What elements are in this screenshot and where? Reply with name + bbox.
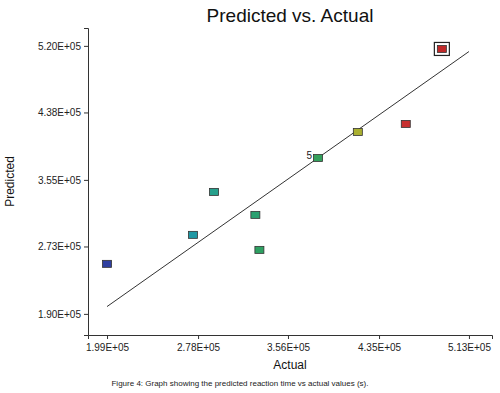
plot: 1.99E+05 2.78E+05 3.56E+05 4.35E+05 5.13E+05… xyxy=(38,29,493,354)
x-tick-mark xyxy=(469,335,470,339)
x-tick-mark xyxy=(198,335,199,339)
y-tick: 4.38E+05 xyxy=(38,107,88,118)
x-axis-line xyxy=(89,336,493,340)
y-tick-label: 5.20E+05 xyxy=(38,41,82,52)
x-tick-label: 2.78E+05 xyxy=(177,342,221,353)
data-area xyxy=(103,42,469,306)
y-tick-label: 1.90E+05 xyxy=(38,309,82,320)
x-tick-mark xyxy=(379,335,380,339)
x-tick-label: 1.99E+05 xyxy=(86,342,130,353)
x-tick: 1.99E+05 xyxy=(86,335,130,353)
y-axis: 1.90E+05 2.73E+05 3.55E+05 4.38E+05 5.20E+05 xyxy=(38,29,89,336)
point-annotation: 5 xyxy=(306,150,312,161)
y-tick-mark xyxy=(84,112,88,113)
point xyxy=(103,260,112,267)
y-tick-label: 4.38E+05 xyxy=(38,107,82,118)
x-tick: 3.56E+05 xyxy=(267,335,311,353)
point xyxy=(251,211,260,218)
point xyxy=(255,246,264,253)
point xyxy=(209,188,218,195)
y-tick-mark xyxy=(84,314,88,315)
point xyxy=(353,128,362,135)
x-tick-mark xyxy=(288,335,289,339)
x-tick-label: 5.13E+05 xyxy=(448,342,492,353)
y-tick-mark xyxy=(84,246,88,247)
x-tick: 4.35E+05 xyxy=(358,335,402,353)
y-tick-label: 3.55E+05 xyxy=(38,175,82,186)
caption: Figure 4: Graph showing the predicted re… xyxy=(111,379,368,388)
y-axis-title: Predicted xyxy=(3,156,17,207)
y-tick-label: 2.73E+05 xyxy=(38,241,82,252)
x-tick-label: 4.35E+05 xyxy=(358,342,402,353)
point xyxy=(189,231,198,238)
x-tick-mark xyxy=(107,335,108,339)
x-tick-label: 3.56E+05 xyxy=(267,342,311,353)
y-tick-mark xyxy=(84,46,88,47)
point xyxy=(401,120,410,127)
y-tick: 3.55E+05 xyxy=(38,175,88,186)
x-tick: 2.78E+05 xyxy=(177,335,221,353)
point xyxy=(313,154,322,161)
point xyxy=(437,45,446,52)
y-axis-line xyxy=(84,29,89,336)
y-tick: 2.73E+05 xyxy=(38,241,88,252)
x-axis: 1.99E+05 2.78E+05 3.56E+05 4.35E+05 5.13E+05 xyxy=(86,335,493,353)
chart: 1.99E+05 2.78E+05 3.56E+05 4.35E+05 5.13E+05… xyxy=(0,0,500,393)
highlight-frame xyxy=(434,42,449,55)
title: Predicted vs. Actual xyxy=(207,5,374,26)
y-tick: 5.20E+05 xyxy=(38,41,88,52)
y-tick: 1.90E+05 xyxy=(38,309,88,320)
y-tick-mark xyxy=(84,180,88,181)
x-tick: 5.13E+05 xyxy=(448,335,492,353)
reference-line xyxy=(107,52,469,307)
x-axis-title: Actual xyxy=(273,358,306,372)
